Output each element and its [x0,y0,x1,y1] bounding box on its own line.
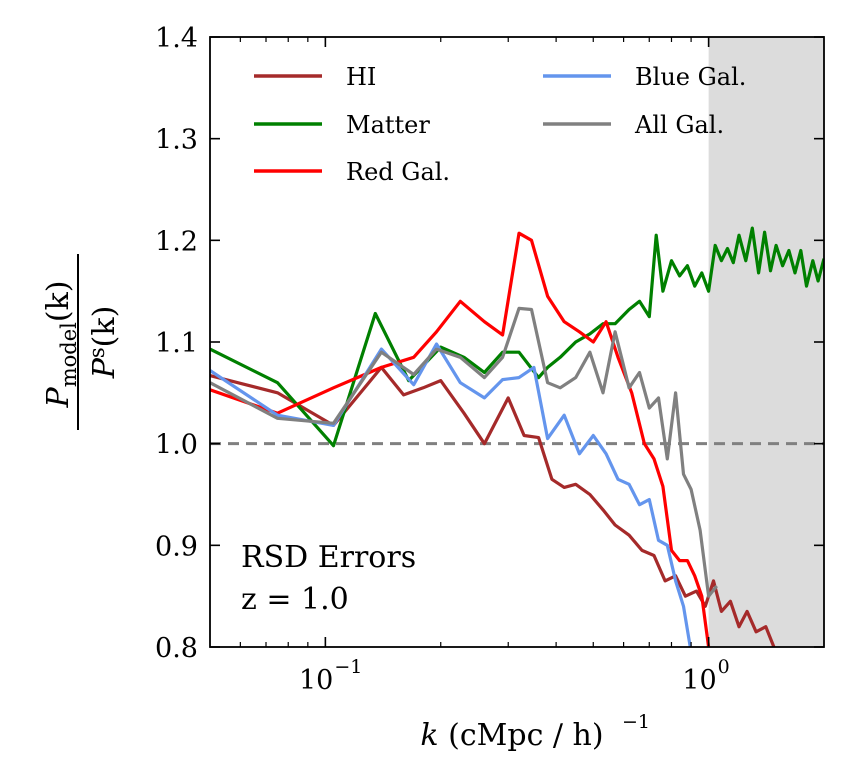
svg-text:Ps(k): Ps(k) [85,306,122,380]
series-line-red-gal [210,231,711,647]
series-line-hi [210,365,776,647]
svg-text:k (cMpc / h): k (cMpc / h) [420,718,603,753]
series-line-blue-gal [210,342,692,647]
legend-label-0: HI [346,63,376,91]
series-line-all-gal [210,306,718,598]
y-tick-label-0.8: 0.8 [155,633,198,664]
svg-text:Pmodel(k): Pmodel(k) [41,281,81,409]
y-tick-label-0.9: 0.9 [155,531,198,562]
series-line-matter [210,226,824,448]
y-tick-label-1.4: 1.4 [155,23,198,54]
x-tick-label-0.1: 10 [299,665,333,696]
legend-label-4: Red Gal. [346,158,450,186]
annotation-line-2: z = 1.0 [241,582,349,617]
x-label-unit: (cMpc / h) [448,718,603,753]
y-label-den-P: P [87,357,122,379]
y-tick-label-1.0: 1.0 [155,430,198,461]
legend-label-3: All Gal. [634,111,724,139]
series-layer [210,226,824,647]
shaded-region [708,37,824,647]
annotation-line-1: RSD Errors [241,540,416,575]
y-tick-labels: 0.8 0.9 1.0 1.1 1.2 1.3 1.4 [155,23,198,664]
x-tick-exp-0.1: −1 [334,656,362,678]
x-label-exp: −1 [622,711,650,733]
y-label-den-arg: (k) [87,306,122,348]
x-label-k: k [420,718,438,753]
y-label-num-P: P [41,386,76,408]
x-tick-labels: 10 −1 10 0 [299,656,730,696]
legend-label-2: Matter [346,111,430,139]
x-axis-label: k (cMpc / h) −1 [420,711,650,753]
y-axis-label: Pmodel(k) Ps(k) [41,254,122,430]
legend: HI Blue Gal. Matter All Gal. Red Gal. [254,63,746,186]
y-tick-label-1.1: 1.1 [155,328,198,359]
x-tick-exp-1: 0 [718,656,730,678]
y-label-den-sup: s [85,347,109,358]
y-label-num-arg: (k) [41,281,76,323]
y-tick-label-1.2: 1.2 [155,226,198,257]
y-tick-label-1.3: 1.3 [155,125,198,156]
tick-layer [210,36,824,648]
x-tick-label-1: 10 [682,665,716,696]
legend-label-1: Blue Gal. [635,63,746,91]
